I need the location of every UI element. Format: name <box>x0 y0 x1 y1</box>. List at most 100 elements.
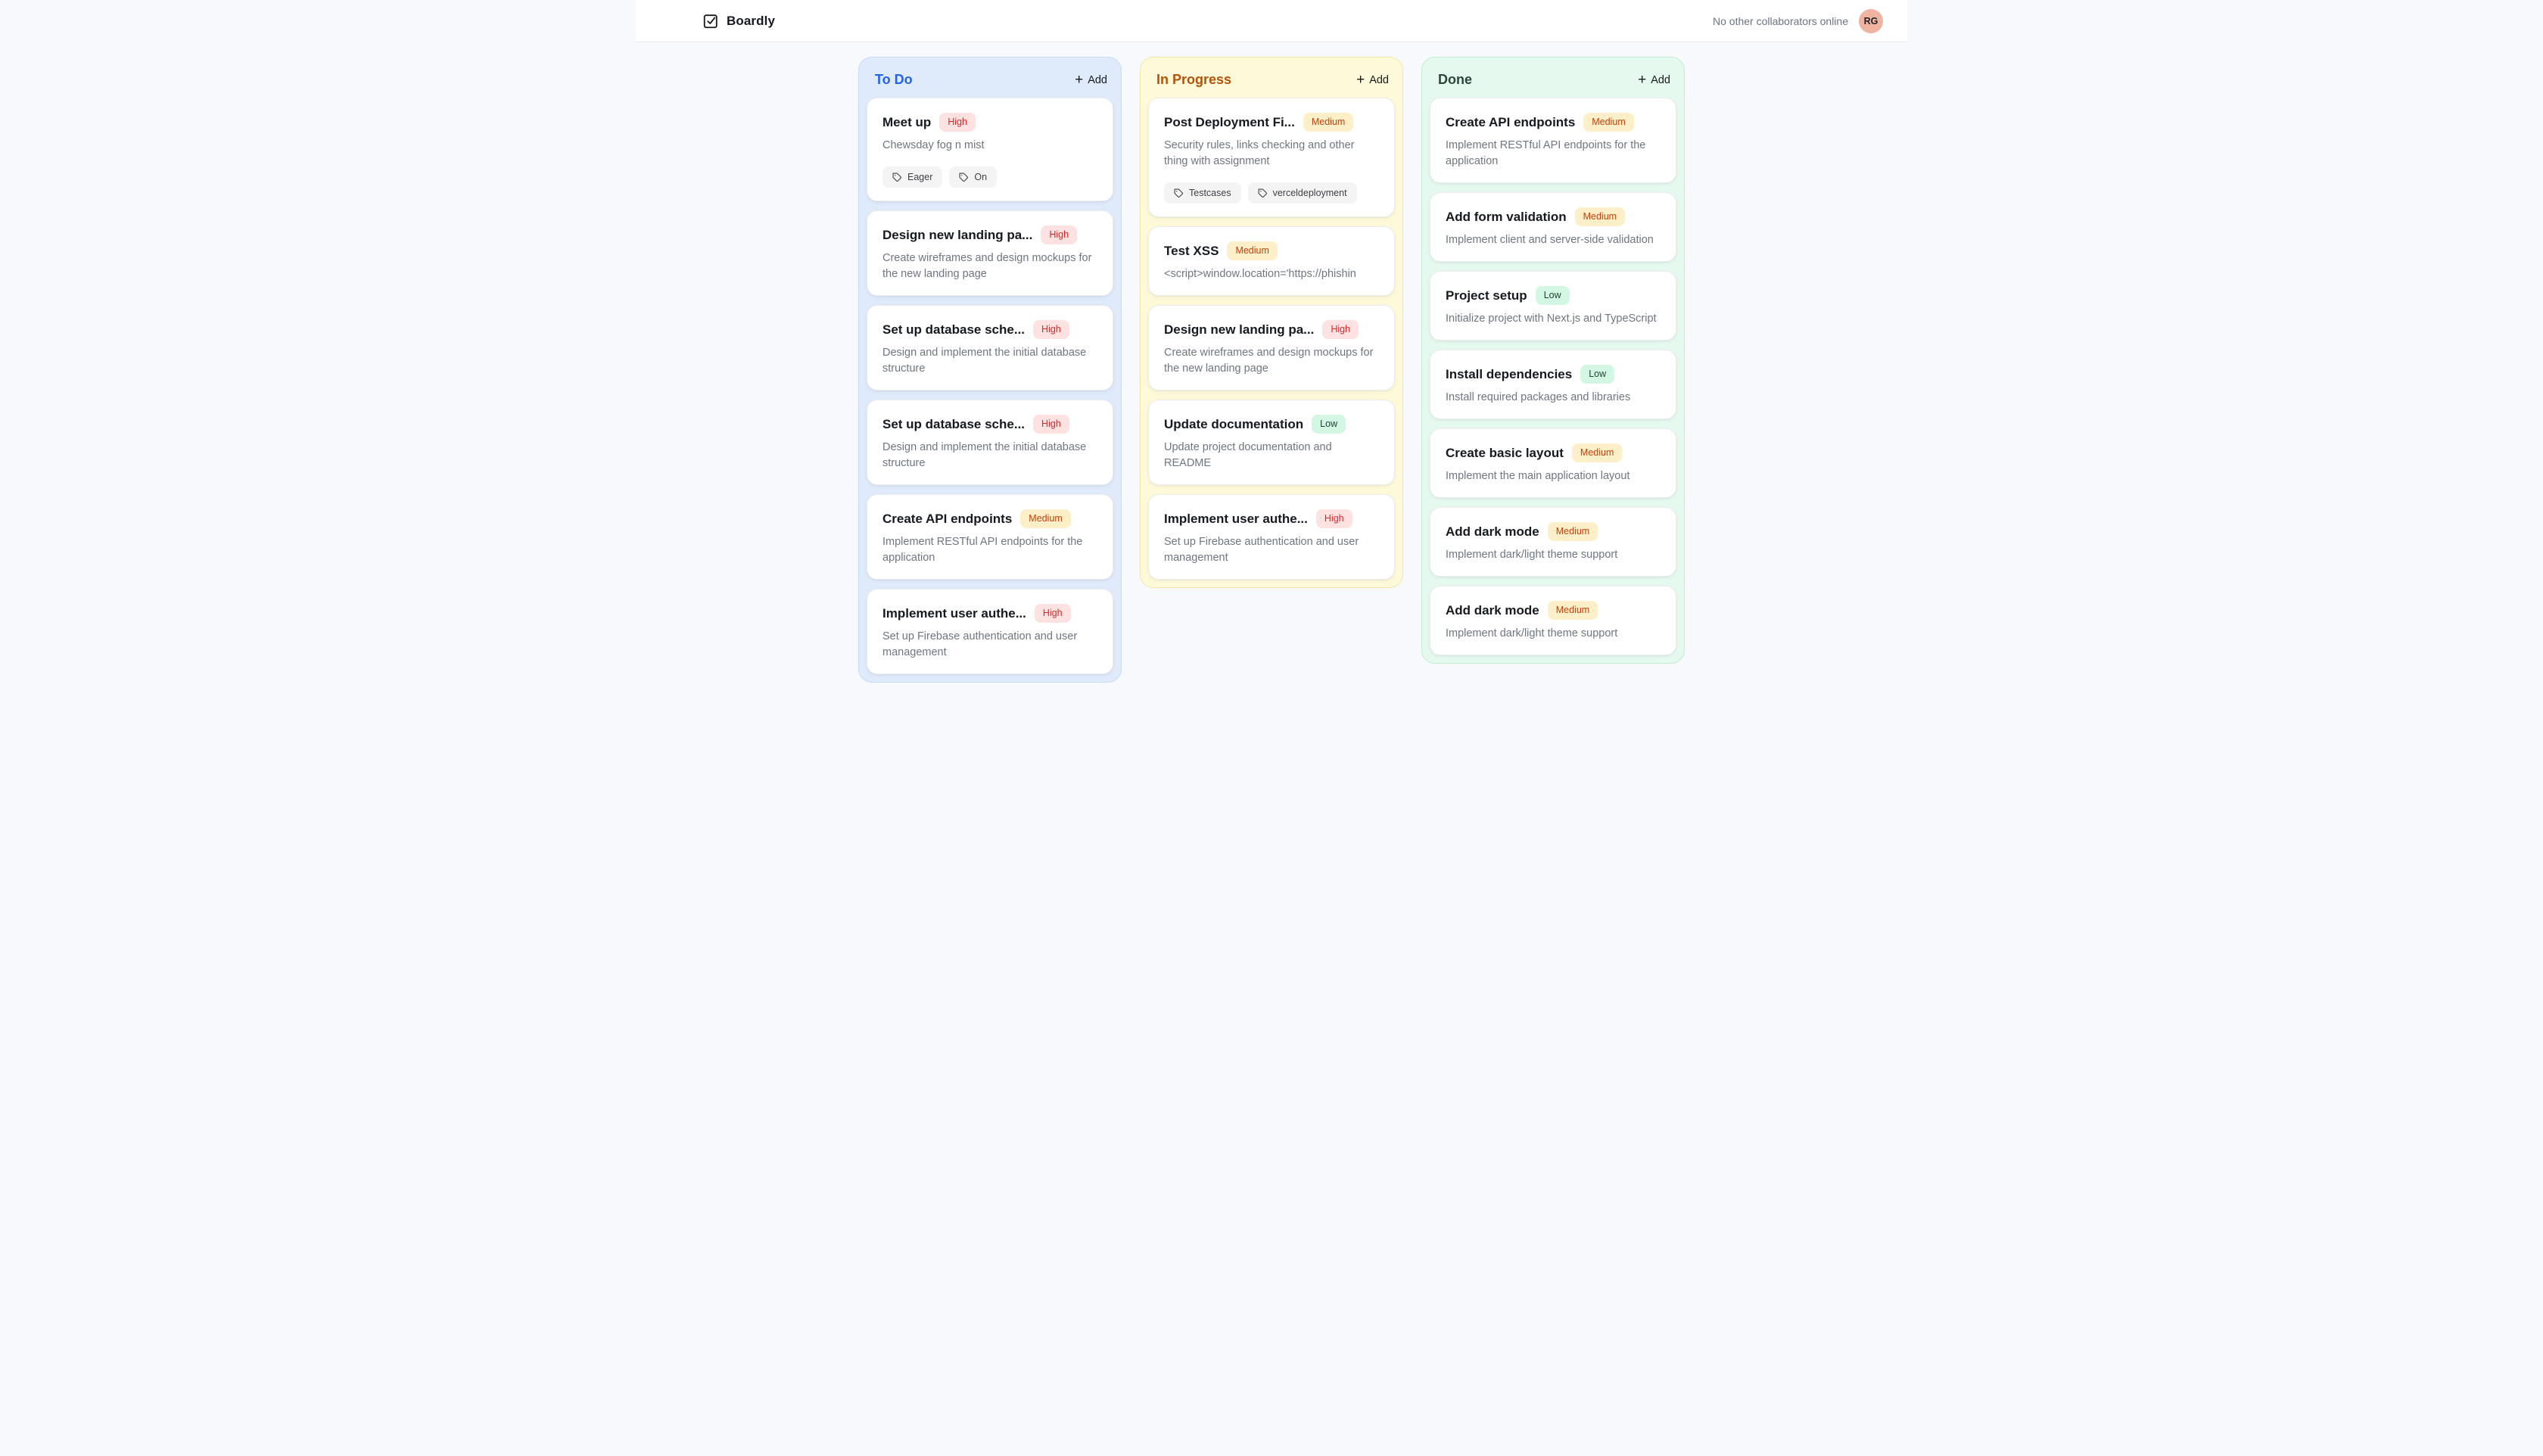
card-top: Add form validation Medium <box>1446 207 1661 227</box>
column-done: Done + Add Create API endpoints Medium I… <box>1421 57 1685 664</box>
card-title: Implement user authe... <box>882 605 1026 621</box>
priority-badge: High <box>1033 415 1069 434</box>
card-title: Add form validation <box>1446 209 1567 224</box>
tag-pill: On <box>949 166 998 188</box>
page: Boardly No other collaborators online RG… <box>636 0 1907 728</box>
priority-badge: High <box>939 113 976 132</box>
tag-pill: verceldeployment <box>1247 182 1357 204</box>
card-description: Implement dark/light theme support <box>1446 627 1618 640</box>
task-card[interactable]: Test XSS Medium <script>window.location=… <box>1148 226 1395 297</box>
card-title: Post Deployment Fi... <box>1164 114 1295 129</box>
task-card[interactable]: Post Deployment Fi... Medium Security ru… <box>1148 98 1395 218</box>
board: To Do + Add Meet up High Chewsday fog n … <box>858 57 1685 683</box>
task-card[interactable]: Set up database sche... High Design and … <box>867 400 1113 486</box>
card-title: Implement user authe... <box>1164 511 1308 526</box>
priority-badge: Low <box>1535 286 1570 306</box>
tag-icon <box>1258 188 1267 198</box>
card-title: Update documentation <box>1164 416 1304 431</box>
card-description: Design and implement the initial databas… <box>882 441 1087 470</box>
column-title: Done <box>1438 72 1472 87</box>
task-card[interactable]: Design new landing pa... High Create wir… <box>867 210 1113 297</box>
card-title: Set up database sche... <box>882 322 1026 337</box>
priority-badge: Medium <box>1583 113 1634 132</box>
tag-icon <box>892 173 901 182</box>
card-top: Implement user authe... High <box>882 604 1097 624</box>
task-card[interactable]: Create basic layout Medium Implement the… <box>1430 428 1676 499</box>
add-button-label: Add <box>1651 73 1670 86</box>
card-title: Test XSS <box>1164 243 1219 258</box>
card-top: Create basic layout Medium <box>1446 443 1661 463</box>
card-description: Set up Firebase authentication and user … <box>882 630 1078 659</box>
task-card[interactable]: Add dark mode Medium Implement dark/ligh… <box>1430 507 1676 577</box>
card-title: Design new landing pa... <box>882 227 1033 242</box>
brand: Boardly <box>702 13 775 30</box>
add-card-button[interactable]: + Add <box>1075 73 1107 87</box>
add-card-button[interactable]: + Add <box>1356 73 1389 87</box>
card-top: Add dark mode Medium <box>1446 522 1661 542</box>
header-right: No other collaborators online RG <box>1713 8 1883 33</box>
card-top: Implement user authe... High <box>1164 509 1379 529</box>
card-title: Create API endpoints <box>1446 114 1576 129</box>
tag-pill: Eager <box>882 166 943 188</box>
plus-icon: + <box>1356 71 1365 88</box>
task-card[interactable]: Add dark mode Medium Implement dark/ligh… <box>1430 586 1676 656</box>
task-card[interactable]: Add form validation Medium Implement cli… <box>1430 192 1676 263</box>
tag-icon <box>959 173 969 182</box>
task-card[interactable]: Implement user authe... High Set up Fire… <box>867 589 1113 675</box>
card-description: Set up Firebase authentication and user … <box>1164 536 1359 565</box>
priority-badge: Medium <box>1227 241 1278 261</box>
priority-badge: Medium <box>1571 443 1623 463</box>
tag-icon <box>1174 188 1183 198</box>
task-card[interactable]: Create API endpoints Medium Implement RE… <box>1430 98 1676 184</box>
priority-badge: High <box>1034 604 1071 624</box>
card-description: Implement the main application layout <box>1446 470 1630 483</box>
user-avatar[interactable]: RG <box>1859 8 1883 33</box>
priority-badge: High <box>1315 509 1352 529</box>
card-description: Install required packages and libraries <box>1446 391 1631 404</box>
card-description: Security rules, links checking and other… <box>1164 139 1355 168</box>
priority-badge: Low <box>1580 365 1615 384</box>
card-title: Create basic layout <box>1446 445 1564 460</box>
card-description: Chewsday fog n mist <box>882 139 985 151</box>
card-top: Install dependencies Low <box>1446 365 1661 384</box>
task-card[interactable]: Update documentation Low Update project … <box>1148 400 1395 486</box>
tag-pill: Testcases <box>1164 182 1241 204</box>
tags-row: Testcases verceldeployment <box>1164 182 1379 204</box>
column-header: To Do + Add <box>867 65 1113 98</box>
column-title: To Do <box>875 72 913 87</box>
tag-label: On <box>974 172 988 183</box>
card-top: Create API endpoints Medium <box>882 509 1097 529</box>
add-button-label: Add <box>1088 73 1107 86</box>
card-top: Design new landing pa... High <box>882 226 1097 245</box>
tags-row: Eager On <box>882 166 1097 188</box>
task-card[interactable]: Meet up High Chewsday fog n mist Eager O… <box>867 98 1113 202</box>
card-top: Test XSS Medium <box>1164 241 1379 261</box>
task-card[interactable]: Create API endpoints Medium Implement RE… <box>867 494 1113 580</box>
card-title: Set up database sche... <box>882 416 1026 431</box>
priority-badge: Medium <box>1020 509 1071 529</box>
card-top: Set up database sche... High <box>882 415 1097 434</box>
card-description: Implement RESTful API endpoints for the … <box>882 536 1083 565</box>
tag-label: verceldeployment <box>1272 188 1347 199</box>
card-top: Add dark mode Medium <box>1446 601 1661 621</box>
card-top: Design new landing pa... High <box>1164 320 1379 340</box>
add-card-button[interactable]: + Add <box>1638 73 1670 87</box>
task-card[interactable]: Install dependencies Low Install require… <box>1430 350 1676 420</box>
card-title: Project setup <box>1446 288 1527 303</box>
card-description: Implement dark/light theme support <box>1446 549 1618 562</box>
card-title: Add dark mode <box>1446 524 1539 539</box>
app-title: Boardly <box>727 13 775 28</box>
card-top: Post Deployment Fi... Medium <box>1164 113 1379 132</box>
card-top: Create API endpoints Medium <box>1446 113 1661 132</box>
card-description: <script>window.location='https://phishin <box>1164 268 1356 281</box>
task-card[interactable]: Project setup Low Initialize project wit… <box>1430 271 1676 341</box>
column-todo: To Do + Add Meet up High Chewsday fog n … <box>858 57 1122 683</box>
task-card[interactable]: Design new landing pa... High Create wir… <box>1148 305 1395 391</box>
card-list: Create API endpoints Medium Implement RE… <box>1430 98 1676 656</box>
task-card[interactable]: Set up database sche... High Design and … <box>867 305 1113 391</box>
task-card[interactable]: Implement user authe... High Set up Fire… <box>1148 494 1395 580</box>
priority-badge: Medium <box>1547 522 1598 542</box>
priority-badge: Low <box>1312 415 1346 434</box>
app-header: Boardly No other collaborators online RG <box>636 0 1907 42</box>
card-description: Design and implement the initial databas… <box>882 347 1087 375</box>
